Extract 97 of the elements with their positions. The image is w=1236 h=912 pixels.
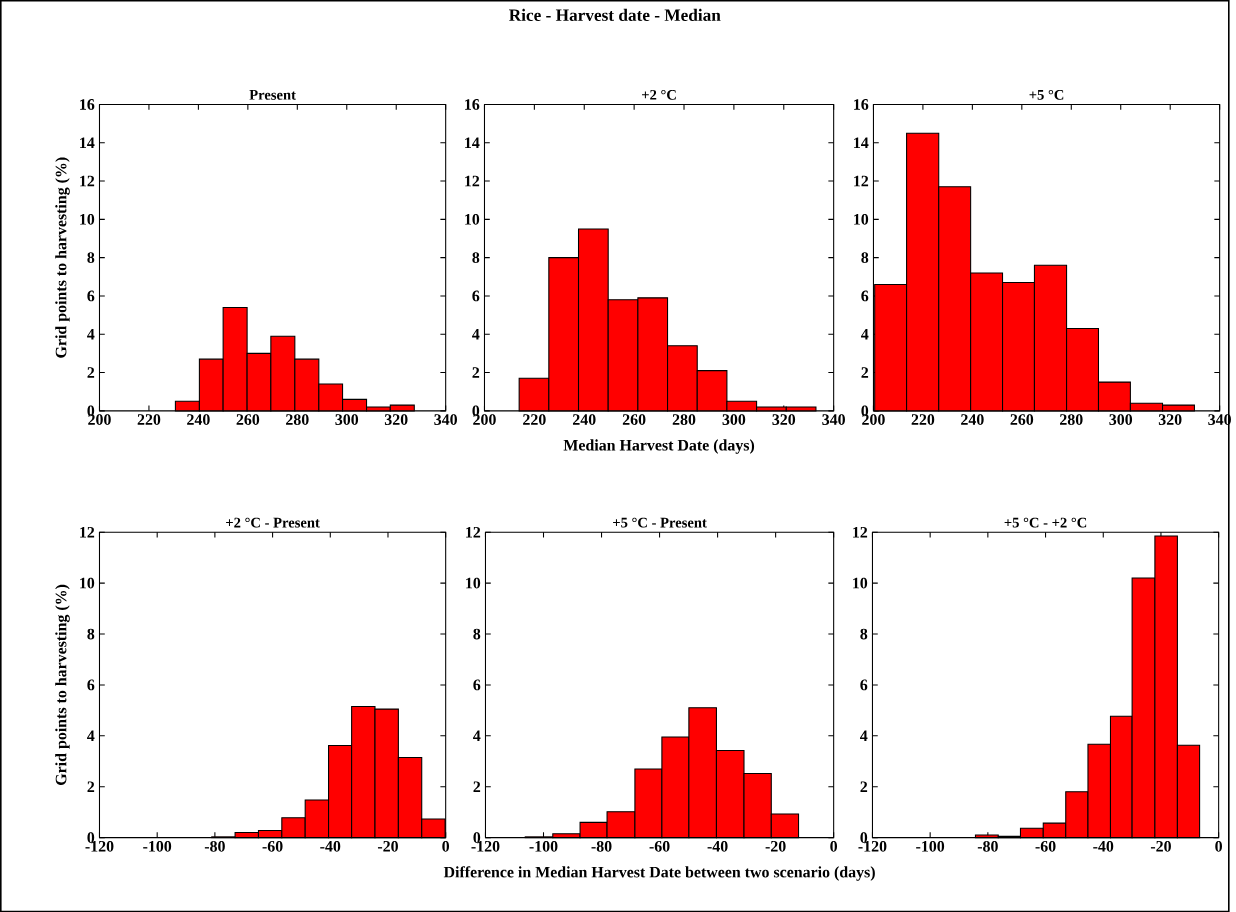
x-tick-label: 220 [137,414,161,425]
x-tick-label: -100 [916,840,945,852]
y-axis-title: Grid points to harvesting (%) [55,157,70,358]
y-tick-label: 2 [861,367,869,378]
x-tick-label: 280 [1060,414,1083,425]
y-tick-label: 4 [87,328,95,340]
y-tick-label: 12 [465,175,480,187]
y-tick-label: 12 [853,526,868,538]
x-tick-label: 240 [961,414,984,425]
y-tick-label: 10 [80,577,95,589]
y-tick-label: 8 [87,252,95,263]
y-tick-label: 10 [80,213,95,225]
y-tick-label: 8 [472,252,480,263]
y-tick-label: 12 [80,175,95,187]
y-tick-label: 2 [860,781,868,792]
y-tick-label: 0 [87,832,95,843]
chart-title: +5 °C - Present [613,517,707,528]
x-tick-label: -60 [649,840,670,852]
y-tick-label: 6 [87,290,95,302]
x-tick-label: -100 [529,840,558,852]
x-tick-label: -120 [85,840,114,852]
x-tick-label: 260 [1010,414,1034,425]
y-tick-label: 2 [473,781,481,792]
x-tick-label: -80 [204,840,225,852]
y-tick-label: 0 [860,832,868,843]
x-tick-label: -40 [707,840,728,852]
x-tick-label: 300 [335,414,359,425]
y-tick-label: 14 [465,137,480,148]
x-axis-title: Difference in Median Harvest Date between two scenario (days) [443,866,875,881]
chart-title: +5 °C - +2 °C [1004,517,1087,528]
x-tick-label: -40 [1093,840,1114,852]
y-tick-label: 16 [465,98,480,110]
x-tick-label: 300 [722,414,746,425]
x-tick-label: 280 [286,414,309,425]
x-tick-label: 260 [622,414,646,425]
x-tick-label: 240 [572,414,596,425]
x-tick-label: -40 [320,840,341,852]
x-tick-label: -80 [591,840,612,852]
y-tick-label: 16 [854,98,869,110]
y-tick-label: 8 [860,628,868,640]
x-axis-title: Median Harvest Date (days) [563,439,755,454]
chart-title: Present [249,89,296,100]
y-axis-title: Grid points to harvesting (%) [55,584,70,785]
x-tick-label: 300 [1109,414,1133,425]
x-tick-label: -120 [858,840,887,852]
y-tick-label: 4 [473,730,481,741]
x-tick-label: -100 [143,840,172,852]
x-tick-label: 0 [830,840,838,852]
x-tick-label: -20 [765,840,786,852]
chart-title: +2 °C [642,89,676,100]
y-tick-label: 6 [473,679,481,691]
y-tick-label: 6 [87,679,95,691]
y-tick-label: 14 [854,137,869,148]
x-tick-label: 320 [772,414,796,425]
x-tick-label: -60 [262,840,283,852]
y-tick-label: 0 [473,832,481,843]
x-tick-label: 340 [822,414,845,425]
y-tick-label: 8 [87,628,95,640]
y-tick-label: 4 [472,328,480,340]
x-tick-label: 280 [672,414,696,425]
y-tick-label: 10 [853,577,868,589]
y-tick-label: 8 [473,628,481,640]
y-tick-label: 2 [87,781,95,792]
y-tick-label: 14 [80,137,95,148]
y-tick-label: 6 [860,679,868,691]
x-tick-label: 320 [384,414,408,425]
y-tick-label: 6 [472,290,480,302]
y-tick-label: 2 [472,367,480,378]
y-tick-label: 12 [80,526,95,538]
text: Rice - Harvest date - Median [509,8,721,21]
y-tick-label: 10 [466,577,481,589]
x-tick-label: -60 [1035,840,1056,852]
x-tick-label: 220 [523,414,546,425]
x-tick-label: 0 [1215,840,1223,852]
y-tick-label: 16 [80,98,95,110]
y-tick-label: 4 [861,328,869,340]
y-tick-label: 4 [87,730,95,741]
y-tick-label: 6 [861,290,869,302]
x-tick-label: 0 [442,840,450,852]
y-tick-label: 12 [466,526,481,538]
y-tick-label: 12 [854,175,869,187]
y-tick-label: 10 [854,213,869,225]
x-tick-label: -120 [471,840,500,852]
x-tick-label: -80 [977,840,998,852]
y-tick-label: 4 [860,730,868,741]
x-tick-label: 240 [187,414,210,425]
x-tick-label: -20 [1150,840,1171,852]
y-tick-label: 8 [861,252,869,263]
y-tick-label: 10 [465,213,480,225]
x-tick-label: -20 [377,840,398,852]
x-tick-label: 340 [434,414,457,425]
chart-title: +2 °C - Present [226,517,320,528]
x-tick-label: 220 [911,414,935,425]
x-tick-label: 260 [236,414,260,425]
chart-title: +5 °C [1029,89,1064,100]
x-tick-label: 320 [1158,414,1182,425]
y-tick-label: 2 [87,367,95,378]
